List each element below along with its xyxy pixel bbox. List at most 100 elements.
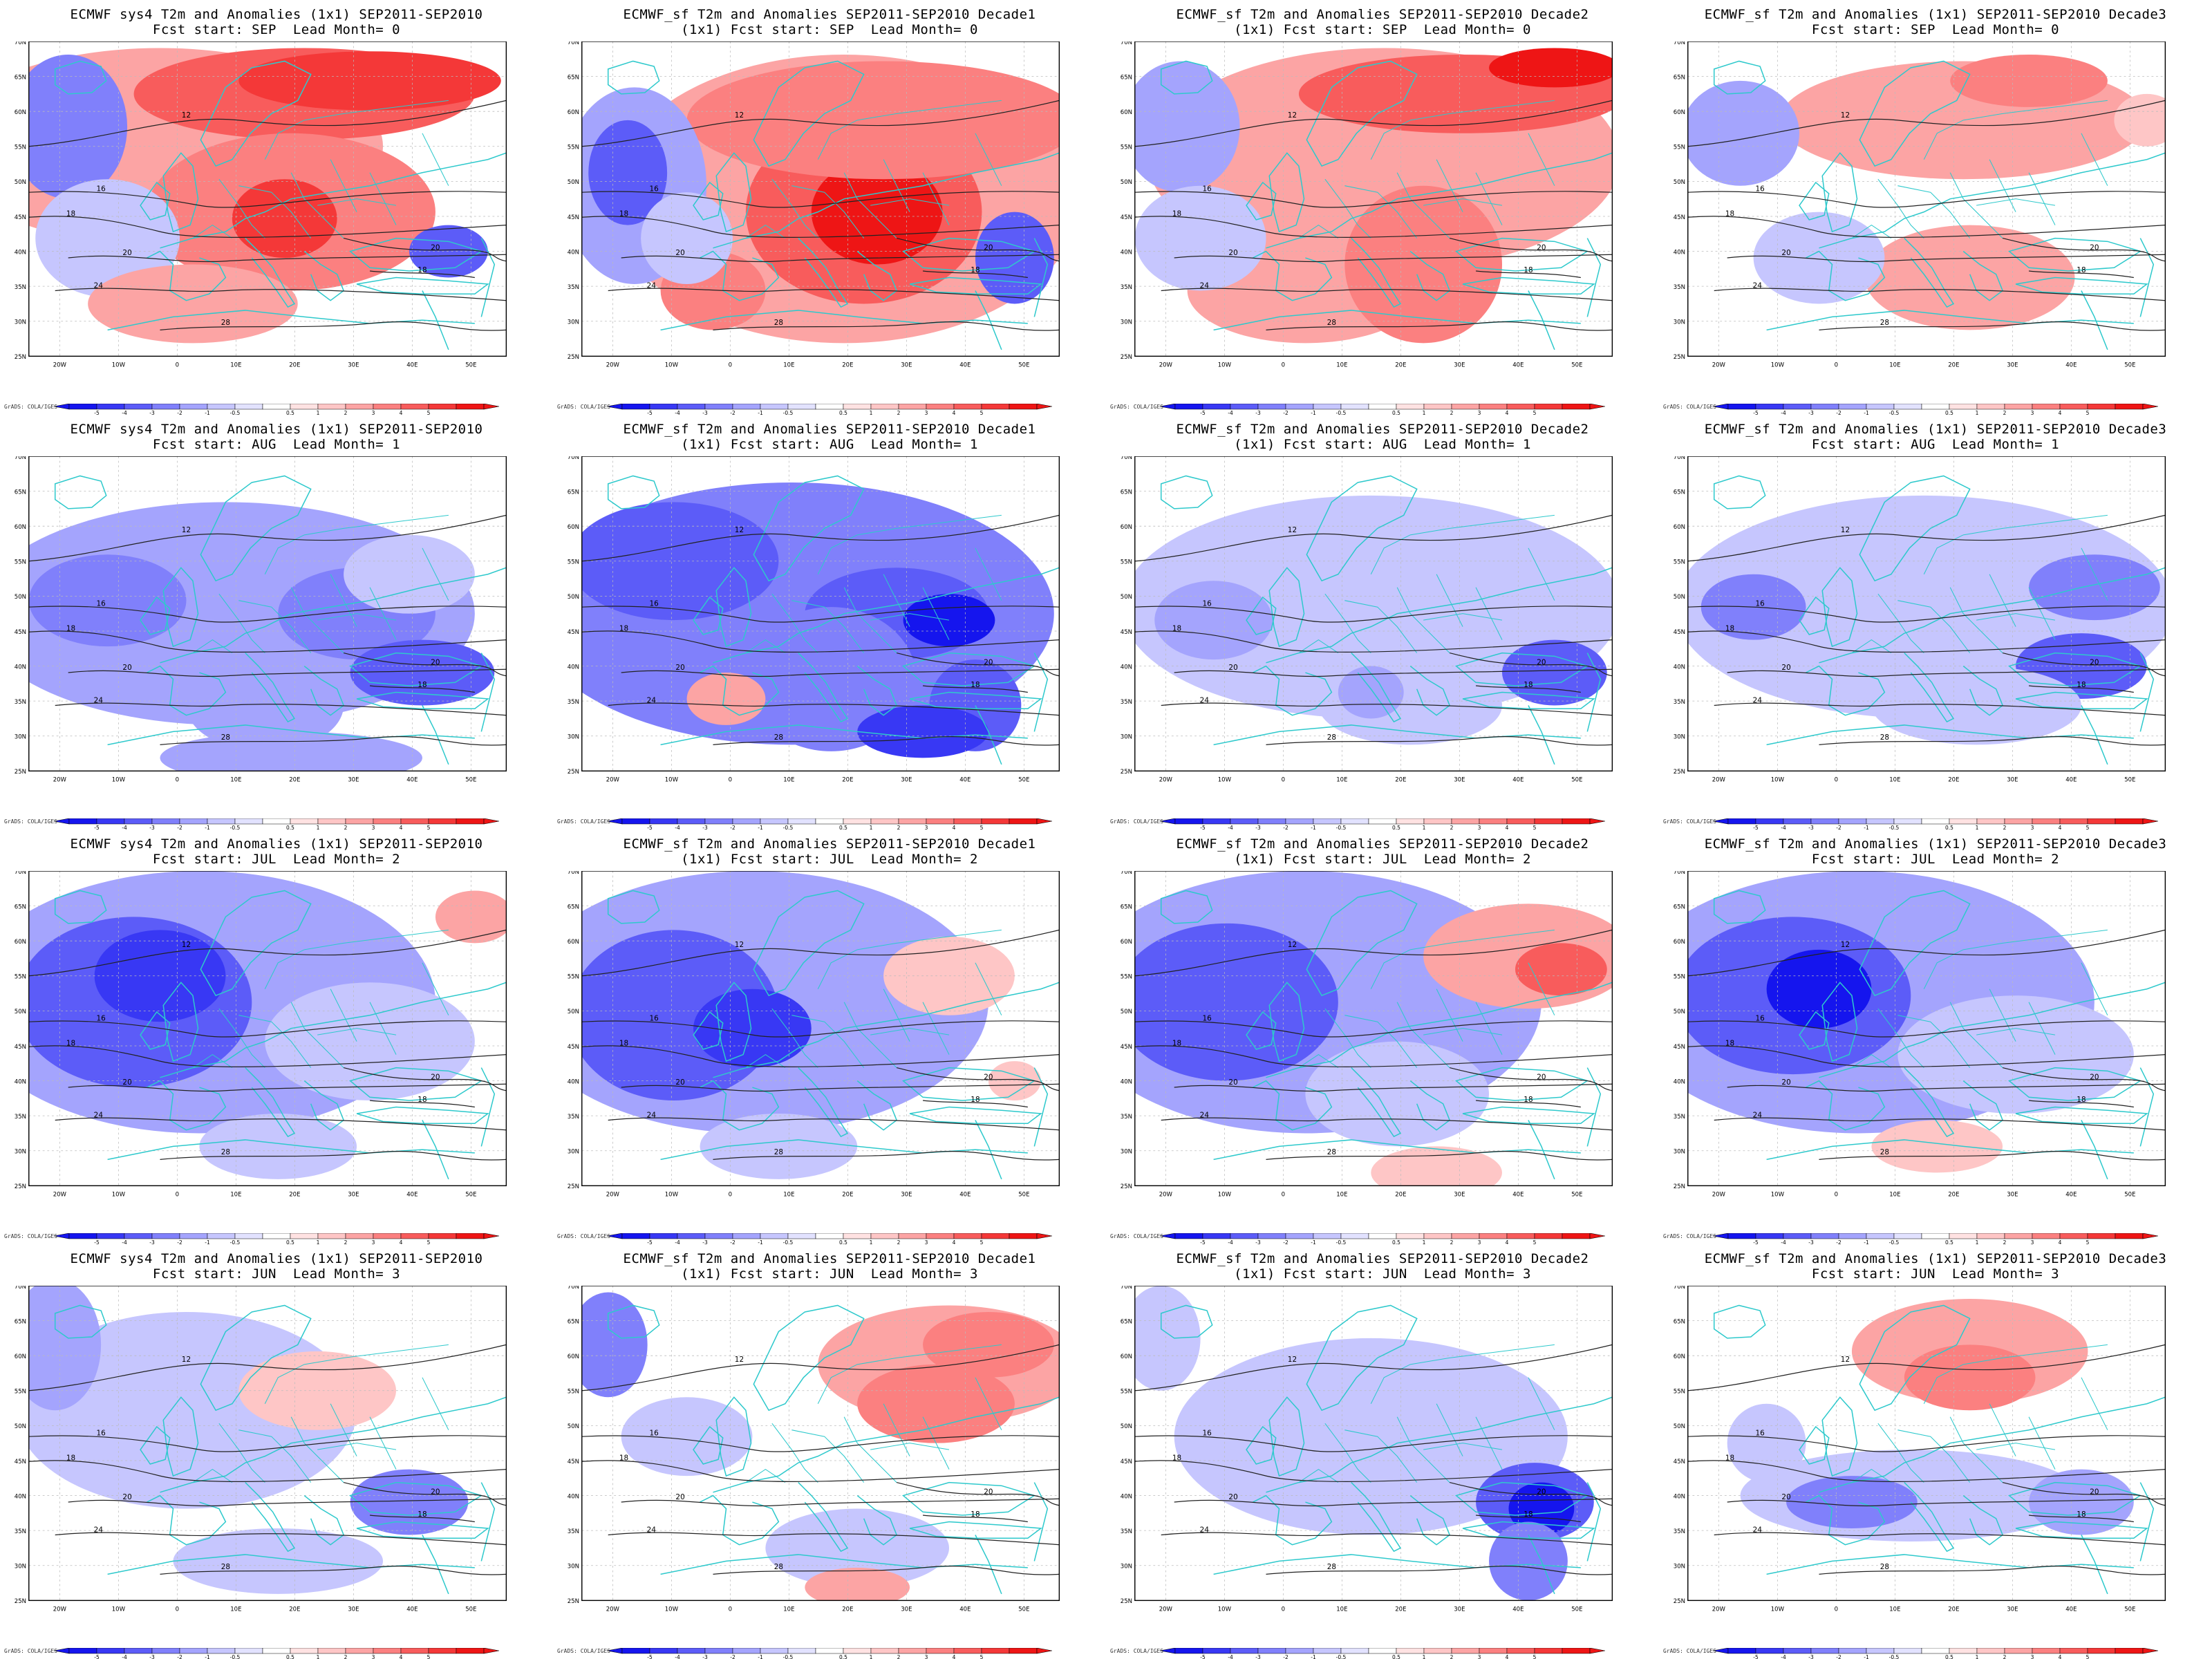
latitude-label: 25N [568, 1183, 579, 1190]
temperature-contour [1819, 1566, 2166, 1575]
country-border [192, 1053, 233, 1069]
latitude-label: 50N [1674, 1009, 1685, 1015]
colorbar-tick-label: 1 [870, 825, 873, 830]
latitude-label: 60N [1674, 109, 1685, 116]
anomaly-map: 12 16 18 20 24 28 20 18 70N 65N 60N 55N 50N 45N 40N 35N… [15, 871, 507, 1199]
map-frame [1687, 871, 2166, 1187]
latitude-label: 40N [568, 249, 579, 256]
country-border [1976, 1443, 2056, 1450]
coastline [798, 653, 849, 723]
colorbar-segment [1313, 1648, 1342, 1654]
longitude-label: 20E [1395, 1606, 1406, 1613]
coastline [1033, 238, 1049, 317]
latitude-label: 35N [1674, 284, 1685, 291]
temperature-contour [1475, 1100, 1581, 1108]
map-panel: ECMWF_sf T2m and Anomalies SEP2011-SEP20… [1106, 1244, 1659, 1659]
longitude-label: 20E [842, 777, 853, 784]
contour-label: 24 [647, 697, 657, 705]
latitude-label: 30N [15, 1564, 26, 1571]
colorbar-tick-label: -0.5 [1889, 1239, 1900, 1244]
temperature-contour [28, 929, 507, 977]
contour-label: 18 [418, 681, 427, 689]
temperature-contour [1714, 1117, 2166, 1131]
country-border [1851, 1468, 1892, 1483]
latitude-label: 35N [15, 699, 26, 706]
longitude-label: 20W [1159, 362, 1173, 369]
colorbar-segment [1230, 1648, 1259, 1654]
colorbar-tick-label: 1 [1976, 1239, 1979, 1244]
panel-title: ECMWF_sf T2m and Anomalies SEP2011-SEP20… [623, 1251, 1036, 1266]
colorbar-segment [96, 404, 125, 410]
temperature-contour [1134, 929, 1613, 977]
contour-label: 18 [418, 1096, 427, 1104]
latitude-label: 45N [568, 1459, 579, 1465]
country-border [1344, 185, 1418, 238]
colorbar: -5 -4 -3 -2 -1 -0.5 0.5 1 2 3 4 5 [607, 1648, 1052, 1659]
colorbar-tick-label: -4 [122, 825, 127, 830]
anomaly-shading [581, 1292, 648, 1398]
colorbar-segment [1727, 1233, 1756, 1239]
temperature-contour [621, 1083, 1060, 1092]
longitude-label: 40E [406, 1606, 418, 1613]
coastline [200, 60, 312, 167]
coastline [1268, 982, 1305, 1062]
country-border [975, 962, 1002, 1015]
colorbar-segment [179, 818, 208, 825]
grads-credit: GrADS: COLA/IGES [4, 818, 58, 825]
map-frame [581, 456, 1060, 772]
colorbar-tick-label: 5 [980, 1239, 984, 1244]
map-panel: ECMWF_sf T2m and Anomalies SEP2011-SEP20… [553, 1244, 1106, 1659]
map-frame [28, 1286, 507, 1602]
panel-title: ECMWF sys4 T2m and Anomalies (1x1) SEP20… [70, 7, 483, 22]
contour-label: 12 [1288, 1356, 1297, 1364]
contour-label: 20 [122, 664, 131, 672]
contour-label: 20 [431, 1074, 440, 1082]
longitude-label: 10W [1771, 1606, 1785, 1613]
temperature-contour [581, 216, 1060, 238]
country-border [1423, 1443, 1503, 1450]
colorbar-segment [1368, 404, 1397, 410]
colorbar-arrow-high [1036, 404, 1052, 410]
colorbar-arrow-high [1589, 404, 1605, 410]
colorbar-segment [953, 818, 982, 825]
contour-label: 18 [1524, 681, 1533, 689]
country-border [1877, 1008, 1924, 1068]
coastline [700, 250, 780, 301]
longitude-label: 10W [1771, 777, 1785, 784]
colorbar-segment [1755, 1233, 1784, 1239]
temperature-contour [713, 1151, 1060, 1161]
coastline [1266, 982, 1613, 1078]
colorbar-segment [1838, 1648, 1867, 1654]
longitude-label: 10W [1218, 362, 1232, 369]
contour-label: 16 [649, 599, 658, 608]
contour-label: 20 [675, 1493, 684, 1501]
anomaly-map: 12 16 18 20 24 28 20 18 70N 65N 60N 55N 50N 45N 40N 35N… [15, 41, 507, 369]
country-border [264, 100, 449, 160]
colorbar-segment [649, 404, 678, 410]
coastline [1462, 276, 1595, 294]
colorbar: -5 -4 -3 -2 -1 -0.5 0.5 1 2 3 4 5 [54, 818, 499, 830]
colorbar-segment [151, 1648, 180, 1654]
contour-label: 16 [1755, 599, 1764, 608]
longitude-label: 10E [1336, 362, 1347, 369]
colorbar-segment [870, 818, 899, 825]
panel-title: ECMWF_sf T2m and Anomalies SEP2011-SEP20… [1176, 7, 1589, 22]
colorbar-tick-label: 5 [980, 410, 984, 415]
colorbar-segment [815, 404, 844, 410]
latitude-label: 40N [568, 1493, 579, 1500]
coastline [700, 1494, 780, 1546]
colorbar-segment [677, 1648, 706, 1654]
contour-label: 20 [2090, 244, 2099, 252]
colorbar-tick-label: -4 [1781, 1654, 1786, 1659]
colorbar-tick-label: -0.5 [230, 825, 241, 830]
coastline [1160, 1304, 1213, 1339]
anomaly-shading [1871, 1120, 2003, 1173]
coastline [975, 1535, 1002, 1595]
contour-label: 12 [1288, 526, 1297, 534]
longitude-label: 30E [348, 362, 359, 369]
colorbar-segment [2059, 1648, 2088, 1654]
temperature-contour [55, 288, 507, 301]
map-panel: ECMWF_sf T2m and Anomalies (1x1) SEP2011… [1659, 0, 2212, 415]
latitude-label: 30N [1121, 319, 1132, 326]
longitude-label: 20E [289, 1192, 300, 1199]
